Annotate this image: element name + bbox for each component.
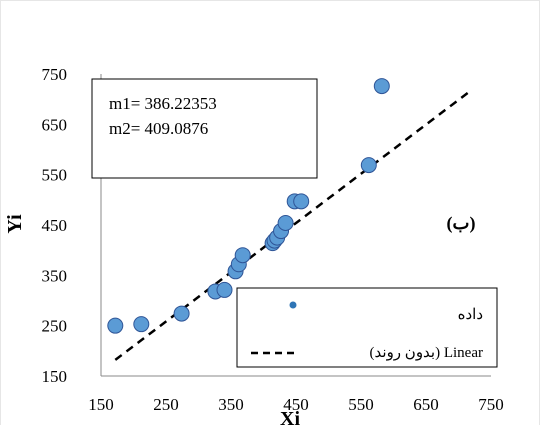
legend-label-data: داده — [458, 307, 483, 323]
data-point — [278, 215, 293, 230]
legend-marker-data — [290, 302, 297, 309]
x-axis-title: Xi — [280, 408, 300, 426]
parameter-box: m1= 386.22353 m2= 409.0876 — [92, 79, 317, 178]
y-axis-title: Yi — [4, 214, 26, 234]
y-tick-label: 250 — [42, 317, 68, 336]
x-tick-label: 650 — [413, 395, 439, 414]
y-tick-label: 650 — [42, 115, 68, 134]
x-tick-label: 150 — [88, 395, 114, 414]
y-tick-labels: 150 250 350 450 550 650 750 — [42, 65, 68, 386]
data-point — [108, 318, 123, 333]
y-tick-label: 150 — [42, 367, 68, 386]
data-point — [294, 194, 309, 209]
data-point — [235, 248, 250, 263]
y-tick-label: 450 — [42, 216, 68, 235]
data-point — [134, 317, 149, 332]
x-tick-label: 750 — [478, 395, 504, 414]
param-m2: m2= 409.0876 — [109, 119, 208, 138]
x-tick-label: 350 — [218, 395, 244, 414]
panel-label: (ب) — [447, 213, 476, 234]
data-point — [361, 158, 376, 173]
y-tick-label: 350 — [42, 266, 68, 285]
data-point — [174, 306, 189, 321]
data-point — [374, 79, 389, 94]
legend-label-linear: (بدون روند) Linear — [370, 345, 483, 361]
x-tick-label: 250 — [153, 395, 179, 414]
legend: داده (بدون روند) Linear — [237, 288, 497, 367]
x-tick-label: 550 — [348, 395, 374, 414]
data-point — [217, 282, 232, 297]
param-m1: m1= 386.22353 — [109, 94, 217, 113]
y-tick-label: 550 — [42, 166, 68, 185]
y-tick-label: 750 — [42, 65, 68, 84]
